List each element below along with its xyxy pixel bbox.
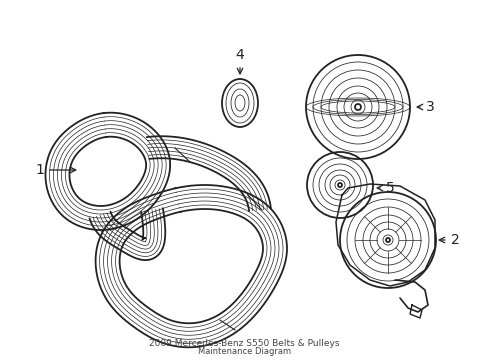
Text: Maintenance Diagram: Maintenance Diagram [198, 347, 290, 356]
Text: 3: 3 [416, 100, 433, 114]
Text: 5: 5 [376, 181, 393, 195]
Text: 4: 4 [235, 48, 244, 74]
Text: 1: 1 [36, 163, 76, 177]
Text: 2009 Mercedes-Benz S550 Belts & Pulleys: 2009 Mercedes-Benz S550 Belts & Pulleys [149, 339, 339, 348]
Text: 2: 2 [438, 233, 458, 247]
